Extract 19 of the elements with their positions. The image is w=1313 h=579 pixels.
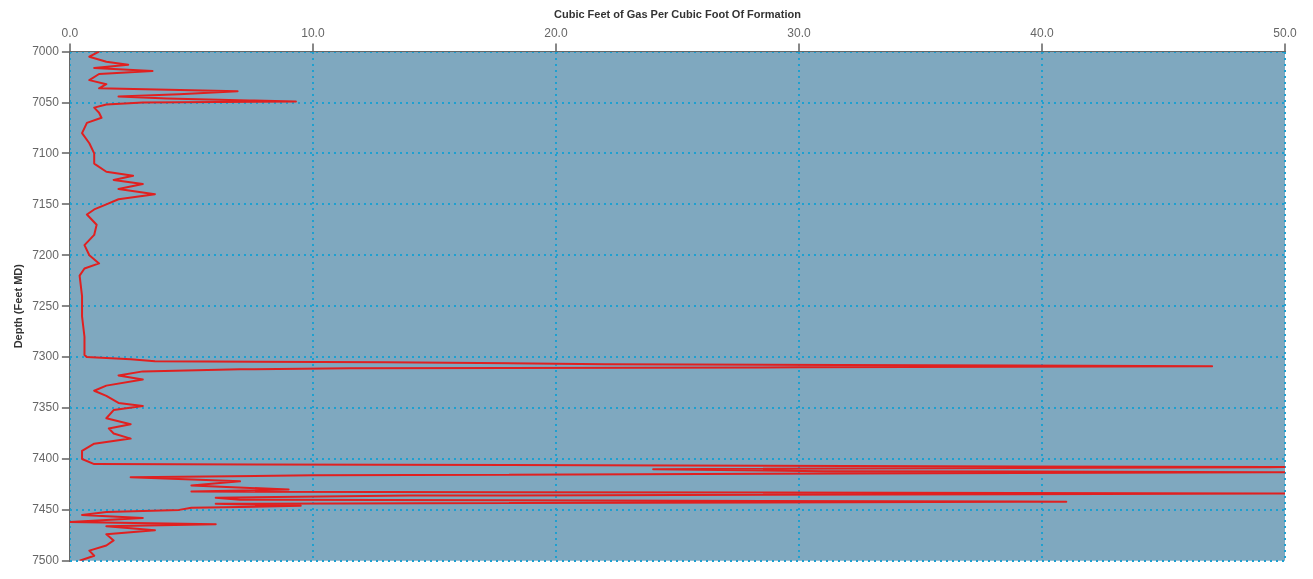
x-tick-label: 20.0 bbox=[544, 25, 568, 40]
x-tick-label: 50.0 bbox=[1273, 25, 1297, 40]
y-tick-label: 7400 bbox=[32, 451, 60, 466]
y-tick-label: 7200 bbox=[32, 247, 60, 262]
y-tick-label: 7250 bbox=[32, 298, 60, 313]
x-tick-label: 40.0 bbox=[1030, 25, 1054, 40]
x-tick-label: 30.0 bbox=[787, 25, 811, 40]
x-tick-label: 10.0 bbox=[301, 25, 325, 40]
y-tick-label: 7450 bbox=[32, 502, 60, 517]
x-tick-label: 0.0 bbox=[61, 25, 79, 40]
y-tick-label: 7500 bbox=[32, 553, 60, 568]
y-tick-label: 7150 bbox=[32, 196, 60, 211]
y-tick-label: 7100 bbox=[32, 145, 60, 160]
y-tick-label: 7000 bbox=[32, 43, 60, 58]
y-tick-label: 7050 bbox=[32, 94, 60, 109]
chart-title: Cubic Feet of Gas Per Cubic Foot Of Formation bbox=[553, 7, 802, 20]
y-tick-label: 7350 bbox=[32, 400, 60, 415]
y-axis-title: Depth (Feet MD) bbox=[11, 263, 24, 349]
y-tick-label: 7300 bbox=[32, 349, 60, 364]
